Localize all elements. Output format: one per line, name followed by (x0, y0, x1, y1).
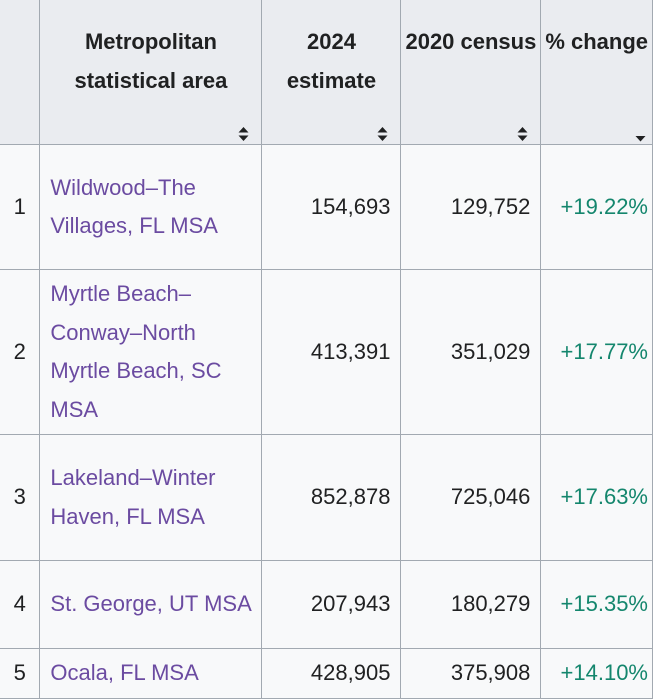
area-link[interactable]: Myrtle Beach–Conway–North Myrtle Beach, … (50, 281, 222, 422)
estimate-cell: 413,391 (261, 269, 402, 435)
census-cell: 375,908 (400, 648, 542, 699)
sort-both-icon[interactable] (238, 127, 249, 141)
change-cell: +19.22% (540, 144, 653, 270)
table-row: 4 St. George, UT MSA 207,943 180,279 +15… (0, 560, 653, 649)
change-cell: +17.63% (540, 434, 653, 561)
area-cell: Myrtle Beach–Conway–North Myrtle Beach, … (39, 269, 263, 435)
area-cell: Ocala, FL MSA (39, 648, 263, 699)
census-cell: 180,279 (400, 560, 542, 649)
estimate-cell: 154,693 (261, 144, 402, 270)
table-row: 5 Ocala, FL MSA 428,905 375,908 +14.10% (0, 648, 653, 699)
area-link[interactable]: St. George, UT MSA (50, 591, 252, 617)
rank-cell: 4 (0, 560, 41, 649)
table-row: 3 Lakeland–Winter Haven, FL MSA 852,878 … (0, 434, 653, 561)
census-cell: 725,046 (400, 434, 542, 561)
sort-down-icon[interactable] (635, 128, 646, 142)
change-column-header[interactable]: % change (540, 0, 653, 145)
estimate-header-label: 2024 estimate (286, 29, 377, 93)
rank-column-header (0, 0, 41, 145)
area-link[interactable]: Wildwood–The Villages, FL MSA (50, 174, 218, 239)
census-cell: 351,029 (400, 269, 542, 435)
census-column-header[interactable]: 2020 census (400, 0, 542, 145)
table-row: 1 Wildwood–The Villages, FL MSA 154,693 … (0, 144, 653, 270)
sort-both-icon[interactable] (377, 127, 388, 141)
change-cell: +14.10% (540, 648, 653, 699)
area-cell: Lakeland–Winter Haven, FL MSA (39, 434, 263, 561)
census-header-label: 2020 census (405, 29, 537, 54)
area-column-header[interactable]: Metropolitan statistical area (39, 0, 263, 145)
change-cell: +15.35% (540, 560, 653, 649)
area-header-label: Metropolitan statistical area (74, 29, 228, 93)
rank-cell: 2 (0, 269, 41, 435)
rank-cell: 3 (0, 434, 41, 561)
change-header-label: % change (545, 29, 649, 54)
area-link[interactable]: Ocala, FL MSA (50, 660, 199, 686)
estimate-cell: 207,943 (261, 560, 402, 649)
header-row: Metropolitan statistical area 2024 estim… (0, 0, 653, 145)
rank-cell: 1 (0, 144, 41, 270)
estimate-cell: 852,878 (261, 434, 402, 561)
sort-both-icon[interactable] (517, 127, 528, 141)
rank-cell: 5 (0, 648, 41, 699)
change-cell: +17.77% (540, 269, 653, 435)
estimate-column-header[interactable]: 2024 estimate (261, 0, 402, 145)
table-row: 2 Myrtle Beach–Conway–North Myrtle Beach… (0, 269, 653, 435)
area-cell: Wildwood–The Villages, FL MSA (39, 144, 263, 270)
area-cell: St. George, UT MSA (39, 560, 263, 649)
estimate-cell: 428,905 (261, 648, 402, 699)
census-cell: 129,752 (400, 144, 542, 270)
area-link[interactable]: Lakeland–Winter Haven, FL MSA (50, 465, 216, 529)
